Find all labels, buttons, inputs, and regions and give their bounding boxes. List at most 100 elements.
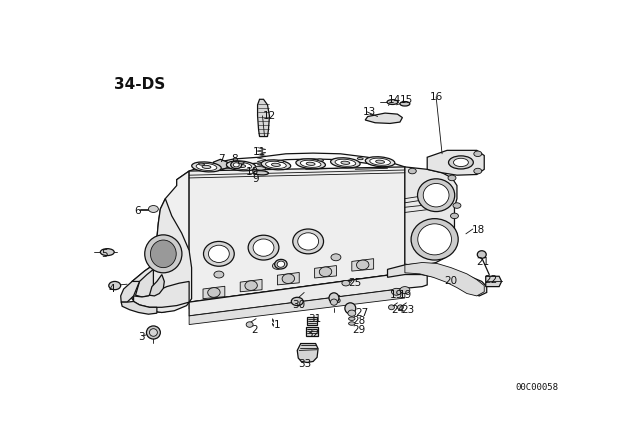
Circle shape — [474, 168, 482, 174]
Ellipse shape — [275, 259, 287, 269]
Ellipse shape — [246, 322, 253, 327]
Ellipse shape — [341, 161, 350, 164]
Text: 28: 28 — [352, 316, 365, 326]
Circle shape — [453, 203, 461, 208]
Ellipse shape — [319, 267, 332, 276]
Text: 23: 23 — [401, 305, 415, 315]
Ellipse shape — [348, 310, 356, 316]
Text: 00C00058: 00C00058 — [516, 383, 559, 392]
Text: 5: 5 — [101, 249, 108, 259]
Ellipse shape — [370, 158, 390, 165]
Ellipse shape — [388, 305, 394, 310]
Polygon shape — [352, 258, 374, 271]
Polygon shape — [121, 302, 157, 314]
Ellipse shape — [196, 164, 217, 171]
Ellipse shape — [411, 219, 458, 260]
Polygon shape — [134, 281, 189, 307]
Text: 14: 14 — [388, 95, 401, 105]
Text: 27: 27 — [355, 308, 369, 318]
Ellipse shape — [147, 326, 161, 339]
Ellipse shape — [298, 233, 319, 250]
Polygon shape — [405, 167, 457, 266]
Polygon shape — [277, 272, 300, 285]
Ellipse shape — [253, 171, 268, 175]
Text: 16: 16 — [429, 92, 443, 102]
Ellipse shape — [209, 245, 229, 263]
Ellipse shape — [330, 299, 337, 305]
Ellipse shape — [349, 317, 355, 320]
Circle shape — [148, 206, 158, 212]
Ellipse shape — [345, 303, 356, 314]
Ellipse shape — [100, 249, 114, 255]
Text: 32: 32 — [306, 329, 319, 339]
Polygon shape — [240, 280, 262, 292]
Text: 3: 3 — [138, 332, 145, 342]
Ellipse shape — [150, 329, 157, 336]
Text: 21: 21 — [476, 258, 489, 267]
Text: 34-DS: 34-DS — [114, 78, 165, 92]
Ellipse shape — [245, 281, 257, 290]
Polygon shape — [428, 151, 484, 175]
Circle shape — [214, 271, 224, 278]
Ellipse shape — [400, 102, 410, 106]
Circle shape — [342, 280, 350, 286]
Circle shape — [408, 168, 416, 174]
Ellipse shape — [253, 167, 266, 170]
Ellipse shape — [261, 160, 291, 170]
Ellipse shape — [423, 184, 449, 207]
Circle shape — [273, 263, 282, 269]
Circle shape — [291, 297, 303, 306]
Ellipse shape — [376, 160, 385, 164]
Polygon shape — [132, 171, 189, 313]
Circle shape — [448, 175, 456, 181]
Polygon shape — [214, 159, 227, 170]
Circle shape — [400, 287, 410, 293]
Ellipse shape — [292, 229, 324, 254]
Polygon shape — [150, 275, 164, 296]
Polygon shape — [136, 269, 154, 297]
Ellipse shape — [277, 261, 285, 267]
Ellipse shape — [417, 179, 455, 211]
Text: 15: 15 — [400, 95, 413, 105]
Polygon shape — [189, 167, 405, 302]
Polygon shape — [203, 286, 225, 299]
Ellipse shape — [202, 165, 211, 168]
Polygon shape — [257, 99, 269, 137]
Ellipse shape — [282, 274, 294, 284]
Text: 2: 2 — [251, 325, 258, 335]
Polygon shape — [177, 153, 405, 185]
Ellipse shape — [253, 239, 274, 256]
Ellipse shape — [449, 156, 474, 169]
Text: 11: 11 — [253, 147, 266, 157]
Ellipse shape — [248, 235, 279, 260]
Circle shape — [474, 151, 482, 156]
Ellipse shape — [227, 161, 256, 171]
Ellipse shape — [397, 305, 403, 310]
Text: 33: 33 — [298, 359, 312, 369]
Ellipse shape — [150, 240, 176, 267]
Ellipse shape — [231, 161, 242, 168]
Text: 7: 7 — [218, 154, 225, 164]
Text: 29: 29 — [352, 325, 365, 335]
Text: 9: 9 — [253, 174, 259, 184]
Ellipse shape — [477, 251, 486, 258]
Ellipse shape — [418, 224, 451, 255]
Polygon shape — [365, 113, 403, 124]
Ellipse shape — [331, 158, 360, 168]
Ellipse shape — [204, 241, 234, 266]
Text: 24: 24 — [392, 305, 404, 315]
Ellipse shape — [266, 161, 286, 168]
Ellipse shape — [237, 164, 246, 168]
Text: 31: 31 — [308, 314, 321, 324]
Text: 6: 6 — [134, 206, 141, 216]
Ellipse shape — [208, 288, 220, 297]
Polygon shape — [132, 198, 191, 313]
Text: 30: 30 — [292, 300, 305, 310]
Ellipse shape — [296, 159, 325, 169]
Ellipse shape — [357, 158, 363, 159]
Polygon shape — [189, 271, 428, 316]
Ellipse shape — [306, 162, 315, 165]
Text: 8: 8 — [231, 154, 238, 164]
Polygon shape — [189, 289, 405, 324]
Ellipse shape — [335, 159, 356, 166]
